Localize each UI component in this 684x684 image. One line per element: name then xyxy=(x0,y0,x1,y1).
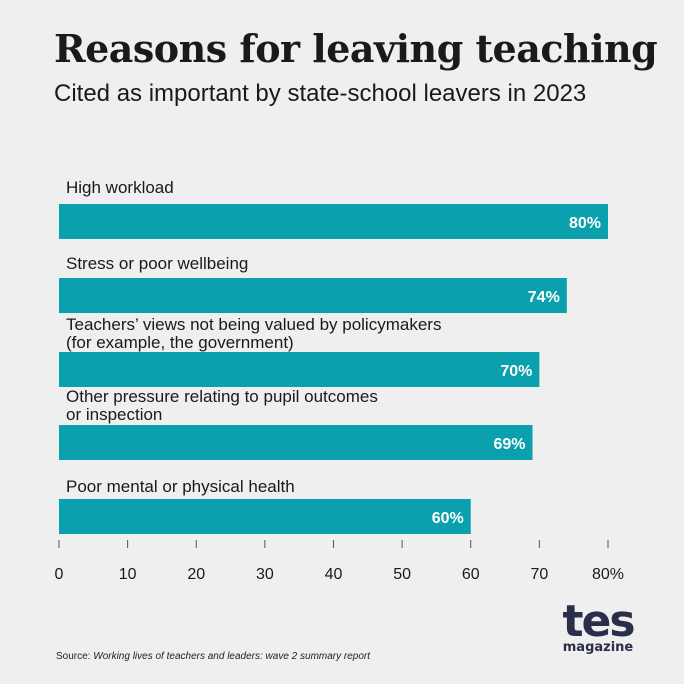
category-label: Other pressure relating to pupil outcome… xyxy=(66,387,378,406)
x-tick-label: 30 xyxy=(256,566,274,583)
x-tick-label: 60 xyxy=(462,566,480,583)
value-label: 70% xyxy=(500,363,532,380)
logo-main-text: tes xyxy=(562,596,635,647)
x-tick-label: 80% xyxy=(592,566,624,583)
category-label: Teachers’ views not being valued by poli… xyxy=(66,315,441,334)
x-tick-label: 50 xyxy=(393,566,411,583)
x-tick-label: 40 xyxy=(325,566,343,583)
category-label: or inspection xyxy=(66,405,162,424)
bar xyxy=(59,499,471,534)
x-tick-label: 0 xyxy=(55,566,64,583)
bar xyxy=(59,278,567,313)
value-label: 74% xyxy=(528,289,560,306)
source-note: Source: Working lives of teachers and le… xyxy=(56,651,370,662)
value-label: 60% xyxy=(432,510,464,527)
source-text: Working lives of teachers and leaders: w… xyxy=(93,651,371,662)
x-tick-label: 70 xyxy=(530,566,548,583)
value-label: 69% xyxy=(493,436,525,453)
source-label: Source: xyxy=(56,651,91,662)
x-tick-label: 10 xyxy=(119,566,137,583)
bar-chart: High workload 80% Stress or poor wellbeing… xyxy=(55,178,624,583)
category-label: High workload xyxy=(66,178,174,197)
chart-subtitle: Cited as important by state-school leave… xyxy=(54,80,587,107)
chart-title: Reasons for leaving teaching xyxy=(54,26,658,71)
bar xyxy=(59,204,608,239)
tes-magazine-logo: tes magazine xyxy=(560,600,636,655)
logo-sub-text: magazine xyxy=(562,640,634,655)
category-label: (for example, the government) xyxy=(66,333,294,352)
bar xyxy=(59,425,533,460)
category-label: Stress or poor wellbeing xyxy=(66,254,248,273)
category-label: Poor mental or physical health xyxy=(66,477,295,496)
bar xyxy=(59,352,540,387)
value-label: 80% xyxy=(569,215,601,232)
x-tick-label: 20 xyxy=(187,566,205,583)
